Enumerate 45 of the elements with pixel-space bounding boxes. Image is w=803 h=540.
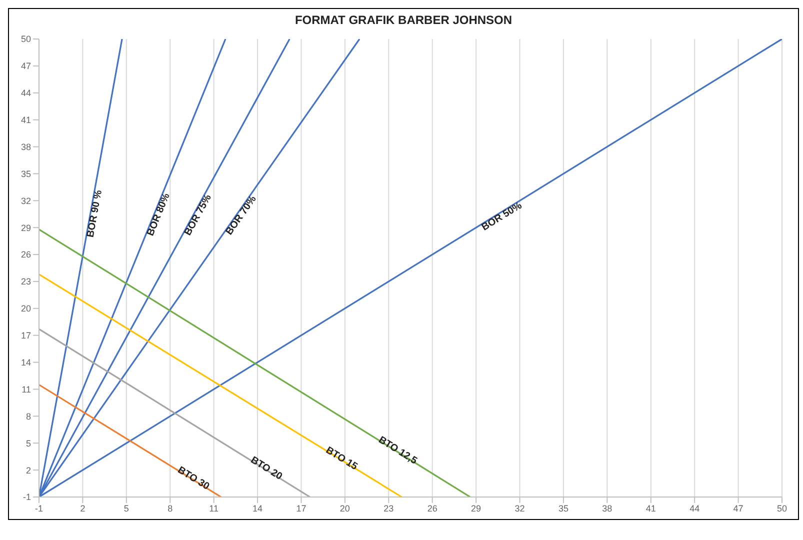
x-tick-label: 5 [124,503,129,514]
y-tick-label: 32 [20,196,31,206]
y-tick-label: 11 [22,384,31,394]
y-tick-label: 44 [20,88,31,98]
chart-title: FORMAT GRAFIK BARBER JOHNSON [294,12,514,29]
text: BOR 50% [480,200,524,234]
text: BTO 30 [176,464,212,493]
x-tick-label: 20 [340,503,350,514]
y-tick-label: -1 [22,492,31,502]
y-tick-label: 8 [26,411,31,422]
x-tick-label: 8 [168,503,173,514]
y-tick-label: 23 [20,276,31,287]
x-tick-label: 38 [602,503,612,514]
x-tick-label: -1 [34,503,44,514]
y-tick-label: 20 [20,304,31,314]
x-tick-label: 35 [558,503,568,514]
text: BOR 80% [145,192,172,238]
y-tick-label: 35 [20,168,31,179]
text: BOR 90 % [85,189,105,238]
text: BOR 75% [182,192,214,238]
y-tick-label: 2 [26,465,31,476]
y-tick-label: 26 [20,250,31,260]
x-tick-label: 26 [427,503,438,514]
y-tick-label: 41 [20,115,31,126]
y-tick-label: 14 [20,357,31,368]
x-tick-label: 47 [733,503,744,514]
y-tick-label: 29 [20,222,31,233]
y-tick-label: 17 [20,330,31,341]
x-tick-label: 44 [690,503,700,514]
text: BTO 15 [324,445,360,473]
x-tick-label: 29 [471,503,482,514]
y-tick-label: 38 [20,142,31,152]
y-tick-label: 47 [20,61,31,72]
x-tick-label: 17 [296,503,306,514]
x-tick-label: 11 [209,503,218,514]
x-tick-label: 14 [252,503,263,514]
text: BTO 20 [248,454,284,483]
y-tick-label: 5 [26,438,31,448]
text: BTO 12,5 [376,434,420,468]
x-tick-label: 23 [384,503,394,514]
x-tick-label: 41 [646,503,656,514]
x-tick-label: 50 [776,503,788,514]
y-tick-label: 50 [20,34,31,44]
x-tick-label: 2 [80,503,86,514]
x-tick-label: 32 [514,503,525,514]
